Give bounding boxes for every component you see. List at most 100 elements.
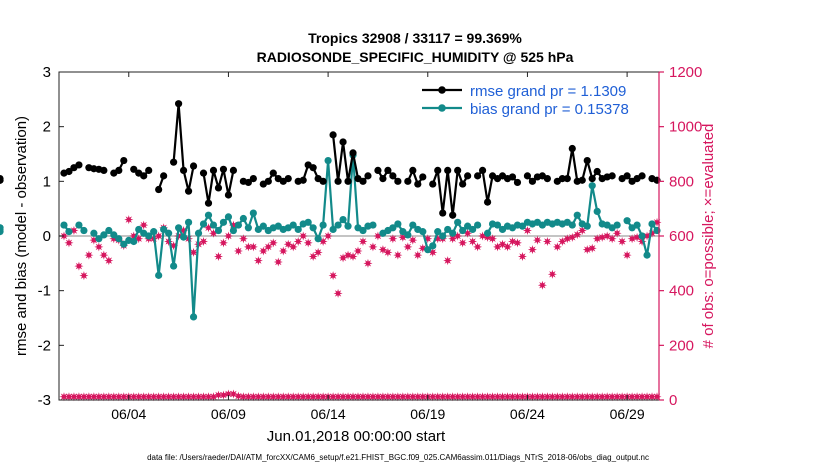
rmse-point (359, 177, 367, 185)
bias-point (483, 229, 492, 237)
possible-obs-marker (642, 392, 652, 402)
bias-point (444, 225, 452, 234)
possible-obs-marker (74, 392, 84, 402)
evaluated-obs-marker (622, 250, 632, 260)
possible-obs-marker (383, 392, 393, 402)
rmse-point (199, 169, 208, 177)
possible-obs-marker (488, 392, 498, 402)
data-file-footer: data file: /Users/raeder/DAI/ATM_forcXX/… (147, 453, 649, 462)
bias-point (573, 211, 581, 219)
bias-point (179, 233, 188, 241)
evaluated-obs-marker (512, 238, 522, 248)
evaluated-obs-marker (612, 228, 622, 238)
evaluated-obs-marker (552, 242, 562, 252)
possible-obs-marker (468, 392, 478, 402)
rmse-point (464, 172, 472, 180)
rmse-point (249, 175, 257, 183)
rmse-point (588, 175, 596, 183)
rmse-point (319, 177, 327, 185)
evaluated-obs-marker (248, 242, 258, 252)
rmse-point (593, 167, 601, 176)
rmse-point (394, 177, 402, 185)
possible-obs-marker (498, 392, 508, 402)
left-y-tick-label: 3 (43, 64, 51, 81)
evaluated-obs-marker (343, 250, 353, 260)
evaluated-obs-marker (503, 242, 512, 252)
evaluated-obs-marker (84, 250, 94, 260)
bias-point (648, 220, 656, 228)
rmse-point (483, 198, 492, 206)
possible-obs-marker (393, 392, 403, 402)
possible-obs-marker (647, 392, 657, 402)
bias-point (294, 225, 302, 234)
possible-obs-marker (99, 392, 109, 402)
bias-point (209, 221, 218, 229)
possible-obs-marker (557, 392, 567, 402)
bias-point (244, 224, 252, 232)
evaluated-obs-marker (607, 234, 617, 244)
rmse-point (459, 180, 467, 188)
bias-point (65, 228, 73, 236)
bias-point (155, 271, 163, 279)
possible-obs-marker (368, 392, 378, 402)
possible-obs-marker (483, 392, 493, 402)
possible-obs-marker (273, 392, 283, 402)
bias-point (130, 237, 138, 246)
possible-obs-marker (398, 392, 408, 402)
evaluated-obs-marker (64, 238, 74, 248)
possible-obs-marker (164, 392, 174, 402)
rmse-point (65, 167, 73, 176)
bias-point (0, 225, 4, 234)
evaluated-obs-marker (627, 234, 637, 244)
possible-obs-marker (527, 392, 537, 402)
possible-obs-marker (448, 392, 458, 402)
possible-obs-marker (218, 390, 228, 400)
possible-obs-marker (463, 392, 473, 402)
rmse-point (379, 175, 387, 183)
rmse-point (224, 191, 233, 199)
left-y-tick-label: -3 (38, 392, 51, 409)
x-axis-ticks: 06/04 06/09 06/14 06/19 06/24 06/29 (111, 72, 645, 422)
bias-point (110, 231, 118, 239)
evaluated-obs-marker (348, 252, 358, 261)
bias-point (593, 207, 601, 215)
evaluated-obs-marker (353, 246, 363, 256)
evaluated-obs-marker (597, 232, 607, 242)
possible-obs-marker (572, 392, 582, 402)
possible-obs-marker (512, 392, 522, 402)
possible-obs-marker (174, 392, 184, 402)
bias-point (224, 213, 233, 221)
possible-obs-marker (507, 392, 517, 402)
possible-obs-marker (258, 392, 268, 402)
legend-rmse-marker (438, 86, 446, 94)
evaluated-obs-marker (253, 256, 263, 266)
bias-point (60, 221, 68, 229)
bias-point (329, 225, 337, 234)
rmse-point (478, 166, 487, 174)
evaluated-obs-marker (562, 234, 572, 244)
left-y-tick-label: 2 (43, 119, 51, 136)
bias-point (145, 232, 153, 240)
bias-point (493, 221, 502, 229)
rmse-point (349, 149, 357, 157)
possible-obs-marker (607, 392, 617, 402)
possible-obs-marker (562, 392, 572, 402)
bias-point (623, 217, 631, 225)
rmse-point (229, 166, 238, 174)
possible-obs-marker (154, 392, 164, 402)
bias-point (90, 229, 98, 237)
rmse-point (214, 184, 223, 192)
possible-obs-marker (388, 392, 398, 402)
possible-obs-marker (547, 392, 557, 402)
rmse-point (543, 175, 551, 183)
bias-point (204, 211, 213, 219)
bias-point (474, 221, 482, 229)
evaluated-obs-marker (323, 231, 333, 241)
rmse-point (513, 178, 522, 187)
possible-obs-marker (582, 392, 592, 402)
bias-point (160, 225, 168, 234)
evaluated-obs-marker (383, 247, 393, 257)
possible-obs-marker (278, 392, 288, 402)
bias-point (234, 221, 243, 229)
rmse-point (140, 172, 148, 180)
